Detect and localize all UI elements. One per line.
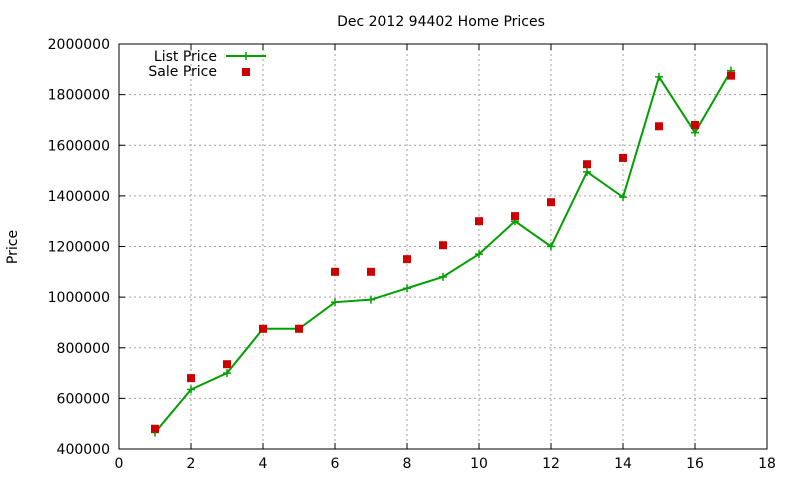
x-tick-label: 8 xyxy=(403,456,412,472)
data-point-list-price xyxy=(223,369,231,378)
data-point-list-price xyxy=(367,295,375,304)
y-tick-label: 1800000 xyxy=(48,88,110,104)
data-point-list-price xyxy=(187,385,195,394)
y-tick-label: 1400000 xyxy=(48,189,110,205)
data-point-list-price xyxy=(331,298,339,307)
data-point-sale-price xyxy=(655,122,663,131)
data-point-sale-price xyxy=(727,71,735,80)
data-point-list-price xyxy=(619,193,627,202)
data-point-list-price xyxy=(655,72,663,81)
y-tick-label: 1000000 xyxy=(48,290,110,306)
x-tick-label: 16 xyxy=(686,456,704,472)
x-tick-label: 6 xyxy=(331,456,340,472)
data-point-sale-price xyxy=(187,374,195,383)
data-series xyxy=(151,66,735,437)
data-point-sale-price xyxy=(259,324,267,333)
data-point-sale-price xyxy=(403,255,411,264)
tick-labels: 0 2 4 6 8 10 12 14 16 18 400000 600000 800000 1000000… xyxy=(48,37,776,472)
legend-label-sale-price: Sale Price xyxy=(148,64,217,80)
data-point-sale-price xyxy=(511,212,519,221)
x-tick-label: 18 xyxy=(758,456,776,472)
data-point-sale-price xyxy=(619,153,627,162)
x-tick-label: 12 xyxy=(542,456,560,472)
data-point-list-price xyxy=(439,272,447,281)
x-tick-label: 2 xyxy=(187,456,196,472)
data-point-list-price xyxy=(547,242,555,251)
data-point-sale-price xyxy=(439,241,447,250)
legend-label-list-price: List Price xyxy=(154,49,217,65)
y-tick-label: 1600000 xyxy=(48,138,110,154)
data-point-sale-price xyxy=(691,121,699,129)
axes xyxy=(118,43,768,450)
data-point-list-price xyxy=(583,167,591,176)
data-point-sale-price xyxy=(547,198,555,207)
data-point-sale-price xyxy=(475,217,483,226)
legend-marker-sale-price xyxy=(242,68,250,76)
data-point-sale-price xyxy=(583,160,591,169)
data-point-list-price xyxy=(691,128,699,137)
y-tick-label: 600000 xyxy=(57,391,110,407)
data-point-sale-price xyxy=(223,360,231,369)
chart-title: Dec 2012 94402 Home Prices xyxy=(337,14,545,30)
data-point-sale-price xyxy=(367,267,375,276)
x-tick-label: 4 xyxy=(259,456,268,472)
x-tick-label: 14 xyxy=(614,456,632,472)
grid-lines xyxy=(119,44,767,449)
x-tick-label: 10 xyxy=(470,456,488,472)
data-point-list-price xyxy=(475,250,483,259)
legend: List Price Sale Price xyxy=(148,49,266,80)
data-point-sale-price xyxy=(295,324,303,333)
legend-marker-list-price xyxy=(242,52,250,60)
y-tick-label: 800000 xyxy=(57,341,110,357)
y-tick-label: 1200000 xyxy=(48,240,110,256)
y-tick-label: 400000 xyxy=(57,442,110,458)
x-tick-label: 0 xyxy=(115,456,124,472)
data-point-list-price xyxy=(403,284,411,293)
y-tick-label: 2000000 xyxy=(48,37,110,53)
y-axis-label: Price xyxy=(5,230,21,264)
data-point-sale-price xyxy=(151,424,159,433)
data-point-sale-price xyxy=(331,267,339,276)
